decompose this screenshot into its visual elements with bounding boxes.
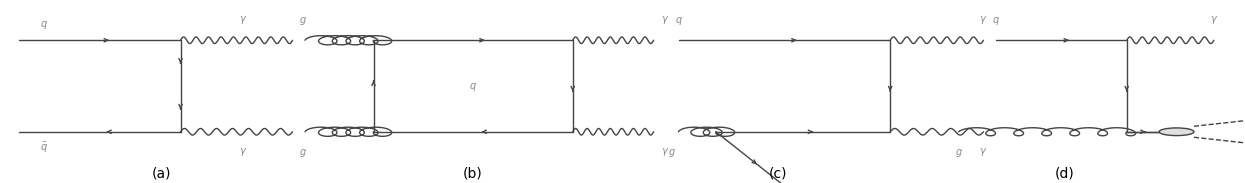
Ellipse shape (1159, 128, 1194, 136)
Text: $\gamma$: $\gamma$ (980, 146, 987, 158)
Text: $\bar{q}$: $\bar{q}$ (40, 141, 47, 155)
Text: (c): (c) (769, 167, 787, 181)
Text: $\gamma$: $\gamma$ (239, 14, 247, 26)
Text: (b): (b) (463, 167, 483, 181)
Text: q: q (675, 15, 682, 25)
Text: $\gamma$: $\gamma$ (661, 146, 669, 158)
Text: $\gamma$: $\gamma$ (980, 14, 987, 26)
Text: q: q (40, 19, 47, 29)
Text: g: g (299, 15, 306, 25)
Text: g: g (955, 147, 962, 157)
Text: $\gamma$: $\gamma$ (661, 14, 669, 26)
Text: g: g (299, 147, 306, 157)
Text: g: g (669, 147, 676, 157)
Text: (a): (a) (152, 167, 172, 181)
Text: (d): (d) (1055, 167, 1074, 181)
Text: q: q (992, 15, 1000, 25)
Text: $\gamma$: $\gamma$ (239, 146, 247, 158)
Text: q: q (469, 81, 477, 91)
Text: $\gamma$: $\gamma$ (1210, 14, 1218, 26)
